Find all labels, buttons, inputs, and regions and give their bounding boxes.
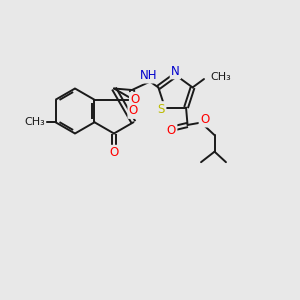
Text: O: O bbox=[130, 93, 140, 106]
Text: O: O bbox=[109, 146, 119, 159]
Text: O: O bbox=[129, 104, 138, 118]
Text: O: O bbox=[200, 113, 209, 126]
Text: O: O bbox=[167, 124, 176, 137]
Text: CH₃: CH₃ bbox=[211, 72, 231, 82]
Text: CH₃: CH₃ bbox=[24, 117, 45, 127]
Text: S: S bbox=[158, 103, 165, 116]
Text: N: N bbox=[171, 65, 180, 78]
Text: NH: NH bbox=[140, 69, 157, 82]
